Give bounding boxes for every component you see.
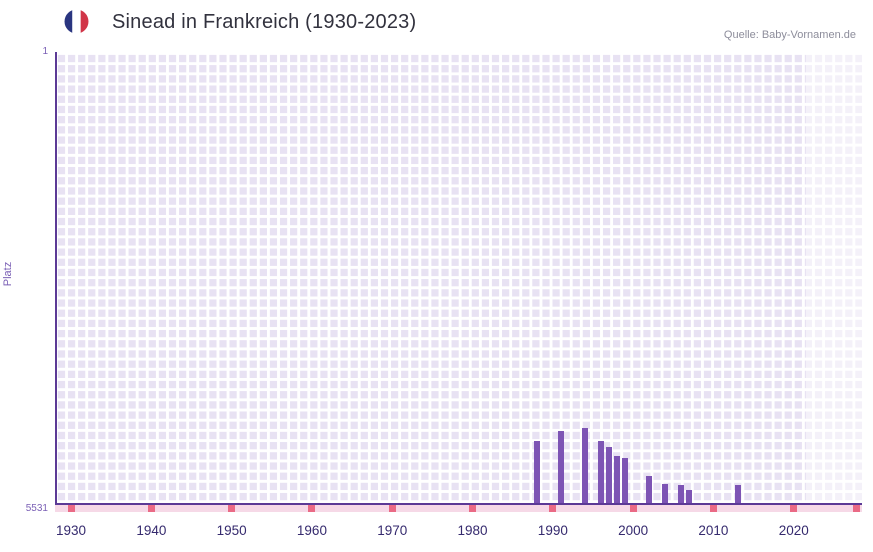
y-axis-line	[55, 52, 57, 512]
baseline-strip	[55, 505, 862, 512]
x-tick-label-1990: 1990	[537, 523, 568, 538]
baseline-tick-1990	[549, 505, 557, 512]
baseline-tick-1940	[147, 505, 155, 512]
bar-2002[interactable]	[646, 475, 653, 505]
baseline-tick-1960	[308, 505, 316, 512]
bar-1998[interactable]	[614, 456, 621, 505]
baseline-tick-1980	[469, 505, 477, 512]
x-axis-ticks: 1930 1940 1950 1960 1970 1980 1990 2000 2010 2020	[55, 512, 862, 546]
x-tick-label-2010: 2010	[698, 523, 729, 538]
baseline-tick-end	[853, 505, 860, 512]
bar-2006[interactable]	[678, 485, 685, 505]
bar-2013[interactable]	[734, 484, 741, 505]
no-data-overlay	[805, 52, 862, 512]
source-credit: Quelle: Baby-Vornamen.de	[723, 29, 856, 41]
bar-2004[interactable]	[662, 483, 669, 505]
bar-1994[interactable]	[581, 428, 588, 505]
x-tick-label-1960: 1960	[296, 523, 327, 538]
x-tick-label-1980: 1980	[457, 523, 488, 538]
baseline-tick-1950	[228, 505, 236, 512]
bar-1997[interactable]	[606, 447, 613, 505]
bar-1999[interactable]	[622, 457, 629, 505]
x-tick-label-2000: 2000	[618, 523, 649, 538]
y-tick-max: 1	[42, 46, 48, 57]
baseline-tick-1930	[67, 505, 75, 512]
chart-title: Sinead in Frankreich (1930-2023)	[112, 11, 417, 33]
baseline-tick-2000	[629, 505, 637, 512]
france-flag-icon	[64, 9, 89, 34]
bar-1988[interactable]	[533, 440, 540, 505]
x-axis-line	[55, 503, 862, 505]
bar-1996[interactable]	[598, 440, 605, 505]
baseline-tick-2010	[709, 505, 717, 512]
x-tick-label-1940: 1940	[136, 523, 167, 538]
x-tick-label-1950: 1950	[216, 523, 247, 538]
baseline-tick-2020	[790, 505, 798, 512]
y-axis-label: Platz	[2, 261, 15, 287]
baseline-tick-1970	[388, 505, 396, 512]
y-tick-min: 5531	[25, 503, 48, 514]
chart-header: Sinead in Frankreich (1930-2023) Quelle:…	[0, 0, 873, 50]
bar-1991[interactable]	[557, 430, 564, 505]
x-tick-label-2020: 2020	[778, 523, 809, 538]
bars-layer	[55, 52, 862, 512]
bar-2007[interactable]	[686, 490, 693, 505]
x-tick-label-1930: 1930	[56, 523, 87, 538]
x-tick-label-1970: 1970	[377, 523, 408, 538]
plot-area	[55, 52, 862, 512]
